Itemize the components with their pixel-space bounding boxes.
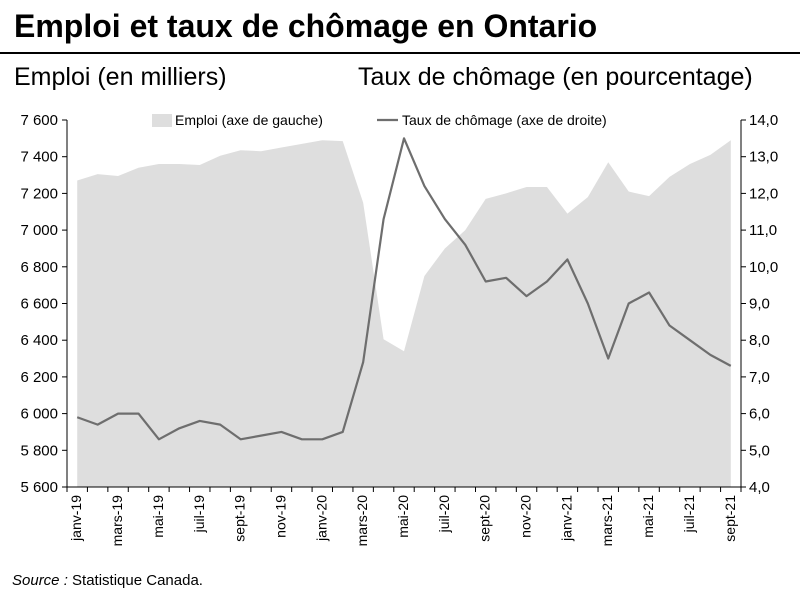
right-tick-label: 7,0 bbox=[749, 369, 770, 386]
x-tick-label: nov-19 bbox=[272, 495, 288, 538]
right-tick-label: 5,0 bbox=[749, 442, 770, 459]
x-tick-label: mai-20 bbox=[395, 495, 411, 538]
area-layer bbox=[77, 140, 731, 487]
legend-label-area: Emploi (axe de gauche) bbox=[175, 112, 323, 128]
x-tick-label: sept-20 bbox=[477, 495, 493, 542]
axes-layer bbox=[62, 119, 746, 492]
x-tick-label: janv-20 bbox=[313, 495, 329, 542]
x-tick-label: sept-21 bbox=[722, 495, 738, 542]
x-tick-label: nov-20 bbox=[518, 495, 534, 538]
title-divider bbox=[0, 52, 800, 54]
right-axis-title: Taux de chômage (en pourcentage) bbox=[358, 63, 753, 91]
x-tick-label: sept-19 bbox=[232, 495, 248, 542]
x-tick-label: mai-19 bbox=[150, 495, 166, 538]
right-tick-label: 12,0 bbox=[749, 185, 778, 202]
x-tick-label: mai-21 bbox=[640, 495, 656, 538]
x-tick-label: juil-20 bbox=[436, 495, 452, 534]
tick-labels: 5 600 5 800 6 000 6 200 6 400 6 600 6 800 7 000… bbox=[20, 112, 778, 546]
left-tick-label: 7 400 bbox=[20, 149, 58, 166]
legend-swatch-area bbox=[152, 114, 172, 127]
legend: Emploi (axe de gauche) Taux de chômage (… bbox=[152, 112, 607, 128]
right-tick-label: 13,0 bbox=[749, 149, 778, 166]
left-tick-label: 6 600 bbox=[20, 296, 58, 313]
series-area-emploi bbox=[77, 140, 731, 487]
left-tick-label: 6 400 bbox=[20, 332, 58, 349]
series-line-chomage bbox=[76, 137, 732, 441]
left-tick-label: 7 600 bbox=[20, 112, 58, 129]
right-tick-label: 6,0 bbox=[749, 406, 770, 423]
x-tick-label: mars-19 bbox=[109, 495, 125, 547]
chart-title: Emploi et taux de chômage en Ontario bbox=[14, 8, 598, 44]
x-tick-label: mars-20 bbox=[354, 495, 370, 547]
right-tick-label: 10,0 bbox=[749, 259, 778, 276]
x-tick-label: janv-21 bbox=[558, 495, 574, 542]
source-prefix: Source : bbox=[12, 572, 68, 589]
right-tick-label: 8,0 bbox=[749, 332, 770, 349]
left-tick-label: 5 800 bbox=[20, 442, 58, 459]
legend-label-line: Taux de chômage (axe de droite) bbox=[402, 112, 607, 128]
x-tick-label: janv-19 bbox=[68, 495, 84, 542]
x-tick-label: mars-21 bbox=[599, 495, 615, 547]
line-layer bbox=[76, 137, 732, 441]
right-tick-label: 4,0 bbox=[749, 479, 770, 496]
left-tick-label: 5 600 bbox=[20, 479, 58, 496]
x-tick-label: juil-21 bbox=[681, 495, 697, 534]
x-tick-label: juil-19 bbox=[191, 495, 207, 534]
source-note: Source : Statistique Canada. bbox=[12, 572, 203, 589]
right-tick-label: 14,0 bbox=[749, 112, 778, 129]
left-tick-label: 7 000 bbox=[20, 222, 58, 239]
right-tick-label: 11,0 bbox=[749, 222, 777, 239]
left-tick-label: 6 200 bbox=[20, 369, 58, 386]
left-tick-label: 6 000 bbox=[20, 406, 58, 423]
left-axis-title: Emploi (en milliers) bbox=[14, 63, 227, 91]
right-tick-label: 9,0 bbox=[749, 296, 770, 313]
source-text: Statistique Canada. bbox=[67, 572, 203, 589]
left-tick-label: 6 800 bbox=[20, 259, 58, 276]
left-tick-label: 7 200 bbox=[20, 185, 58, 202]
